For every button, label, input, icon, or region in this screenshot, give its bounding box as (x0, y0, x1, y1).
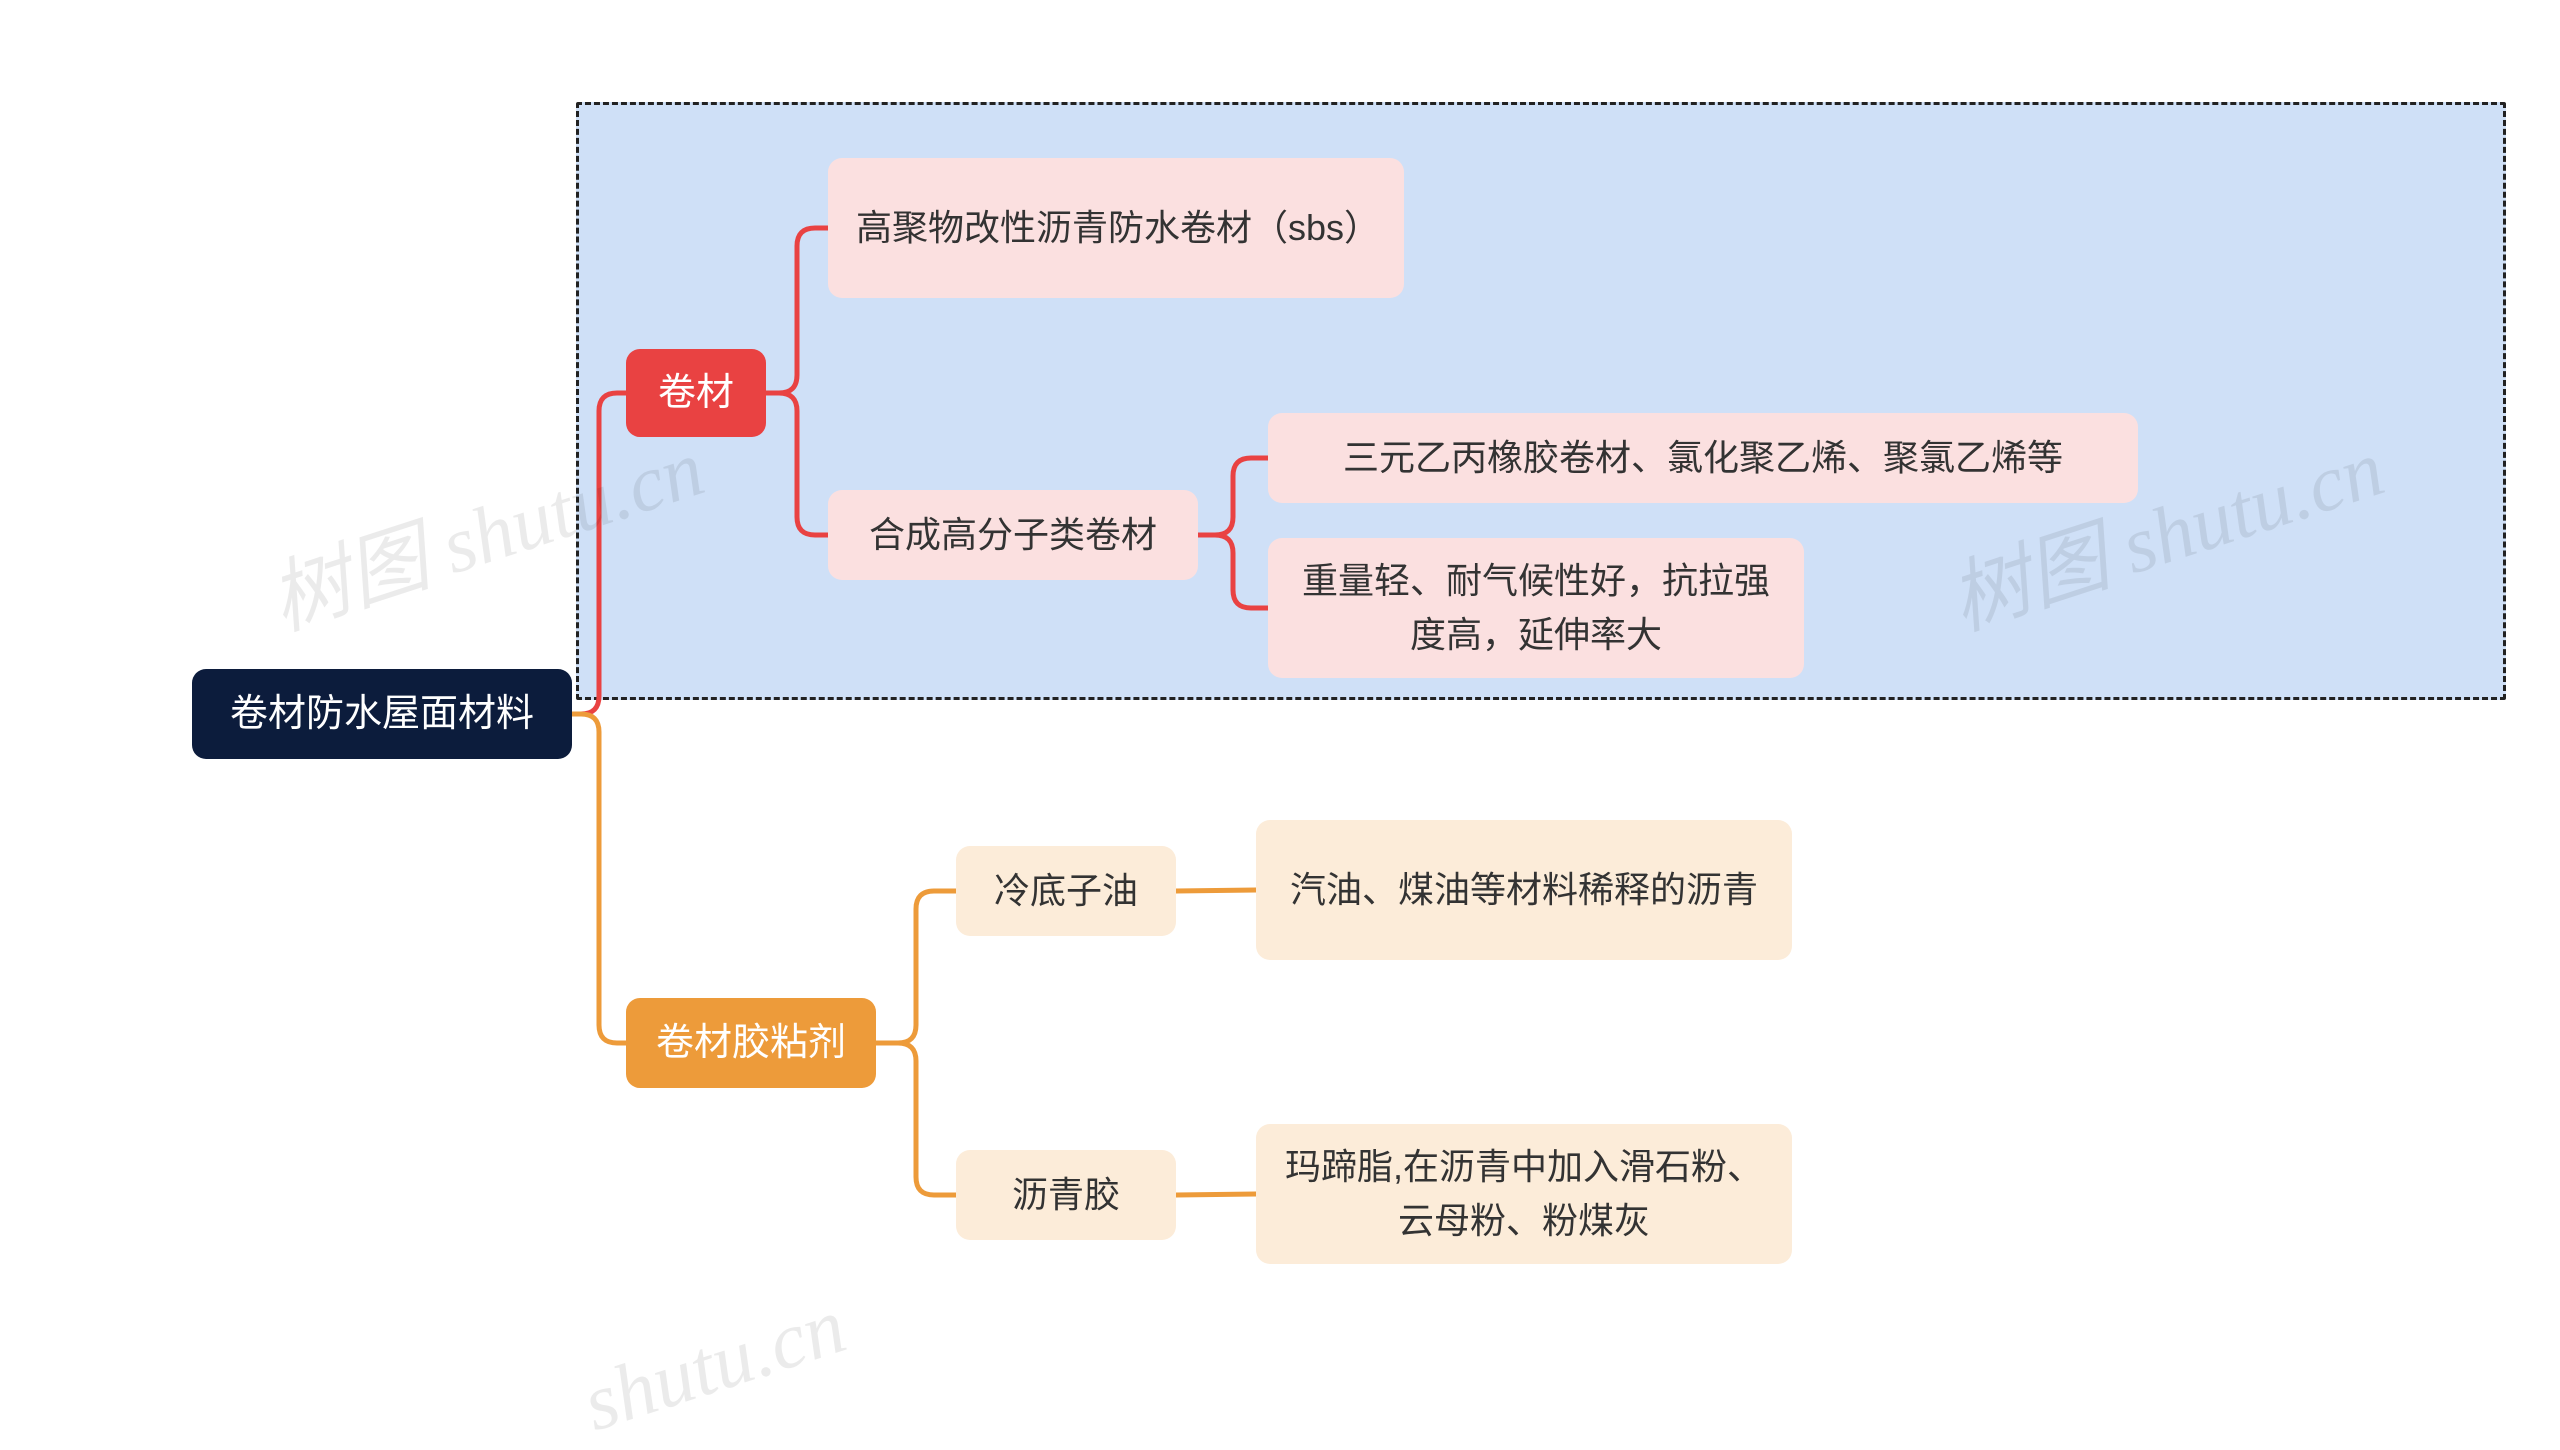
node-gasoline-kerosene: 汽油、煤油等材料稀释的沥青 (1256, 820, 1792, 960)
node-label: 汽油、煤油等材料稀释的沥青 (1290, 863, 1758, 917)
branch-juancai: 卷材 (626, 349, 766, 437)
node-label: 合成高分子类卷材 (869, 508, 1157, 562)
node-primer-oil: 冷底子油 (956, 846, 1176, 936)
watermark: shutu.cn (573, 1281, 857, 1450)
node-label: 三元乙丙橡胶卷材、氯化聚乙烯、聚氯乙烯等 (1343, 431, 2063, 485)
node-epdm: 三元乙丙橡胶卷材、氯化聚乙烯、聚氯乙烯等 (1268, 413, 2138, 503)
branch-adhesive: 卷材胶粘剂 (626, 998, 876, 1088)
node-label: 玛蹄脂,在沥青中加入滑石粉、云母粉、粉煤灰 (1284, 1140, 1764, 1248)
node-mastic: 玛蹄脂,在沥青中加入滑石粉、云母粉、粉煤灰 (1256, 1124, 1792, 1264)
root-label: 卷材防水屋面材料 (230, 686, 534, 743)
diagram-canvas: 卷材防水屋面材料 卷材 高聚物改性沥青防水卷材（sbs） 合成高分子类卷材 三元… (0, 0, 2560, 1370)
node-synthetic-polymer: 合成高分子类卷材 (828, 490, 1198, 580)
branch-label: 卷材胶粘剂 (656, 1015, 846, 1072)
node-sbs: 高聚物改性沥青防水卷材（sbs） (828, 158, 1404, 298)
node-asphalt-glue: 沥青胶 (956, 1150, 1176, 1240)
branch-label: 卷材 (658, 365, 734, 422)
node-label: 重量轻、耐气候性好，抗拉强度高，延伸率大 (1296, 554, 1776, 662)
node-label: 冷底子油 (994, 864, 1138, 918)
node-properties: 重量轻、耐气候性好，抗拉强度高，延伸率大 (1268, 538, 1804, 678)
node-label: 高聚物改性沥青防水卷材（sbs） (856, 201, 1376, 255)
root-node: 卷材防水屋面材料 (192, 669, 572, 759)
node-label: 沥青胶 (1012, 1168, 1120, 1222)
